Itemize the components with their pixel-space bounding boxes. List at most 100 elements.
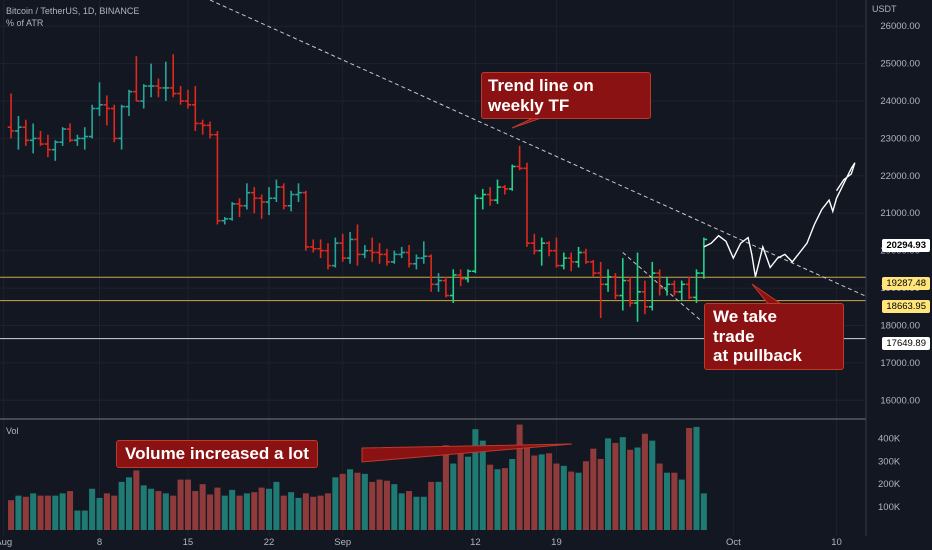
- price-bar: [287, 190, 295, 212]
- price-bar: [250, 187, 258, 214]
- price-bar: [184, 89, 192, 109]
- volume-bar: [74, 510, 81, 530]
- volume-bar: [663, 472, 671, 530]
- price-bar: [449, 269, 457, 304]
- price-bar: [7, 93, 15, 139]
- projection-path: [703, 162, 856, 277]
- price-tick-label: 16000.00: [880, 395, 920, 406]
- price-bar: [74, 134, 81, 146]
- time-axis[interactable]: Aug 8 15 22 Sep 12 19 Oct 10: [0, 537, 842, 548]
- candles: [7, 54, 708, 322]
- price-bar: [368, 237, 376, 262]
- trend-line-annotation: Trend line on weekly TF: [481, 72, 651, 120]
- volume-bar: [568, 471, 575, 530]
- price-bar: [110, 104, 118, 143]
- volume-bar: [671, 472, 678, 530]
- volume-bar: [22, 496, 29, 530]
- price-bar: [125, 89, 133, 116]
- price-bar: [619, 258, 627, 311]
- volume-bar: [207, 494, 214, 530]
- volume-bar: [199, 484, 206, 530]
- price-tick-label: 21000.00: [880, 208, 920, 219]
- volume-bar: [605, 438, 612, 530]
- price-bar: [531, 233, 538, 255]
- volume-bar: [162, 493, 169, 530]
- price-bar: [634, 252, 641, 322]
- price-bar: [626, 276, 634, 307]
- volume-bar: [236, 495, 243, 530]
- volume-bar: [523, 447, 530, 530]
- volume-annotation: Volume increased a lot: [116, 440, 318, 468]
- volume-bar: [700, 493, 707, 530]
- volume-bar: [361, 473, 368, 530]
- volume-annotation-text: Volume increased a lot: [125, 444, 309, 463]
- indicator-label: % of ATR: [6, 18, 44, 28]
- price-bar: [671, 280, 678, 296]
- price-bar: [560, 252, 568, 270]
- volume-bar: [582, 461, 589, 530]
- price-bar: [693, 269, 700, 304]
- volume-bar: [641, 433, 648, 530]
- volume-bars: [8, 424, 707, 530]
- price-bar: [214, 130, 221, 225]
- volume-bar: [44, 495, 51, 530]
- volume-bar: [656, 463, 663, 530]
- price-tick-label: 24000.00: [880, 96, 920, 107]
- price-bar: [553, 237, 560, 268]
- volume-bar: [273, 481, 280, 530]
- volume-bar: [148, 488, 155, 530]
- volume-bar: [265, 488, 273, 530]
- price-bar: [383, 248, 391, 266]
- support-trend-line: [622, 252, 701, 321]
- volume-bar: [96, 497, 103, 530]
- time-tick-label: 8: [97, 537, 102, 548]
- price-bar: [236, 198, 243, 217]
- price-bar: [140, 84, 148, 109]
- volume-bar: [619, 437, 626, 530]
- volume-bar: [339, 473, 346, 530]
- price-bar: [464, 269, 472, 283]
- price-bar: [405, 245, 413, 268]
- price-bar: [59, 127, 66, 146]
- volume-tick-label: 200K: [878, 479, 901, 490]
- price-bar: [678, 280, 686, 302]
- volume-bar: [369, 481, 376, 530]
- trend-line-annotation-line-2: weekly TF: [488, 95, 570, 115]
- time-tick-label: Sep: [334, 537, 351, 548]
- price-bar: [295, 183, 302, 203]
- price-bar: [258, 194, 265, 219]
- volume-bar: [192, 491, 199, 530]
- volume-bar: [464, 456, 472, 530]
- volume-bar: [516, 424, 523, 530]
- price-bar: [37, 130, 44, 146]
- price-bar: [265, 187, 273, 216]
- price-bar: [15, 115, 22, 150]
- volume-bar: [133, 470, 140, 530]
- price-bar: [22, 119, 30, 146]
- current-price-label: 20294.93: [882, 239, 930, 252]
- volume-bar: [612, 442, 619, 530]
- volume-bar: [391, 484, 398, 530]
- price-bar: [575, 246, 582, 268]
- trend-line-annotation-line-1: Trend line on: [488, 76, 594, 95]
- price-bar: [361, 245, 369, 259]
- price-bar: [29, 123, 37, 154]
- price-bar: [103, 95, 111, 126]
- volume-bar: [398, 493, 405, 530]
- volume-bar: [494, 469, 501, 530]
- price-bar: [206, 121, 214, 139]
- price-bar: [442, 276, 450, 298]
- volume-axis[interactable]: 100K 200K 300K 400K: [878, 433, 901, 513]
- price-bar: [494, 179, 501, 204]
- volume-bar: [103, 493, 110, 530]
- volume-bar: [118, 481, 125, 530]
- price-bar: [545, 241, 553, 257]
- price-axis-unit: USDT: [872, 4, 897, 14]
- volume-bar: [295, 497, 302, 530]
- price-tick-label: 23000.00: [880, 133, 920, 144]
- price-bar: [302, 190, 310, 251]
- price-bar: [700, 237, 708, 279]
- volume-bar: [678, 479, 685, 530]
- volume-bar: [479, 440, 486, 530]
- volume-tick-label: 400K: [878, 433, 901, 444]
